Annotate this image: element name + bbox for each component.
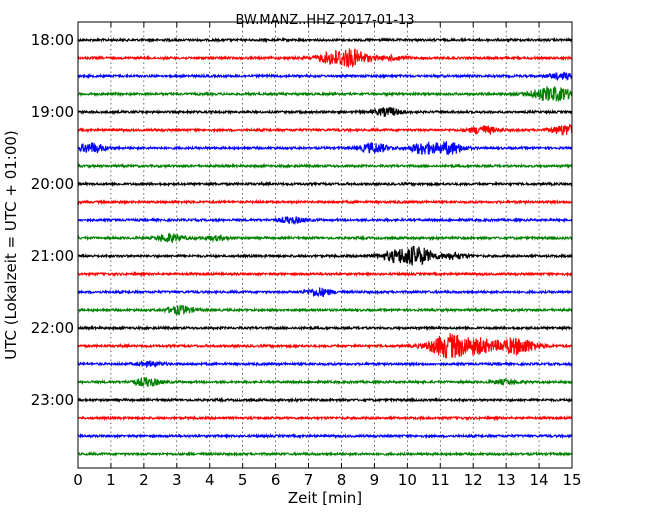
x-axis-label: Zeit [min] xyxy=(288,489,362,507)
trace-2300 xyxy=(77,396,573,404)
x-tick-label: 3 xyxy=(172,471,182,489)
x-tick-label: 8 xyxy=(337,471,347,489)
trace-2015 xyxy=(77,198,573,206)
trace-1800 xyxy=(77,36,573,44)
y-tick-label: 19:00 xyxy=(31,103,74,121)
trace-2315 xyxy=(77,414,573,422)
trace-2100 xyxy=(77,245,573,267)
x-tick-label: 13 xyxy=(497,471,516,489)
seismic-traces xyxy=(77,36,573,458)
x-tick-label: 10 xyxy=(398,471,417,489)
trace-1900 xyxy=(77,106,573,117)
y-axis-label: UTC (Lokalzeit = UTC + 01:00) xyxy=(2,130,20,360)
trace-2330 xyxy=(77,432,573,440)
x-tick-label: 15 xyxy=(562,471,581,489)
y-tick-label: 21:00 xyxy=(31,247,74,265)
y-tick-label: 18:00 xyxy=(31,31,74,49)
trace-2345 xyxy=(77,450,573,458)
x-tick-label: 2 xyxy=(139,471,149,489)
x-tick-label: 1 xyxy=(106,471,116,489)
y-tick-label: 22:00 xyxy=(31,319,74,337)
x-tick-label: 11 xyxy=(431,471,450,489)
trace-2230 xyxy=(77,360,573,369)
x-tick-label: 6 xyxy=(271,471,281,489)
trace-1830 xyxy=(77,71,573,82)
x-tick-label: 9 xyxy=(370,471,380,489)
plot-frame xyxy=(77,21,573,469)
trace-2245 xyxy=(77,376,573,388)
y-axis-ticks: 18:00 19:00 20:00 21:00 22:00 23:00 xyxy=(31,31,572,409)
x-tick-label: 14 xyxy=(530,471,549,489)
trace-2200 xyxy=(77,324,573,332)
trace-1945 xyxy=(77,162,573,170)
trace-2130 xyxy=(77,287,573,298)
trace-1815 xyxy=(77,48,573,69)
x-tick-label: 7 xyxy=(304,471,314,489)
trace-2215 xyxy=(77,333,573,359)
trace-1845 xyxy=(77,86,573,102)
y-tick-label: 23:00 xyxy=(31,391,74,409)
trace-2030 xyxy=(77,215,573,226)
trace-1930 xyxy=(77,140,573,156)
trace-2000 xyxy=(77,180,573,188)
x-tick-label: 0 xyxy=(73,471,83,489)
trace-2145 xyxy=(77,304,573,316)
trace-1915 xyxy=(77,123,573,136)
x-tick-label: 5 xyxy=(238,471,248,489)
trace-2045 xyxy=(77,232,573,244)
y-tick-label: 20:00 xyxy=(31,175,74,193)
x-tick-label: 4 xyxy=(205,471,215,489)
x-tick-label: 12 xyxy=(464,471,483,489)
trace-2115 xyxy=(77,270,573,278)
chart-title: BW.MANZ..HHZ 2017-01-13 xyxy=(235,13,414,28)
x-axis-ticks: 0 1 2 3 4 5 6 7 8 9 10 11 12 13 14 15 xyxy=(73,22,582,489)
